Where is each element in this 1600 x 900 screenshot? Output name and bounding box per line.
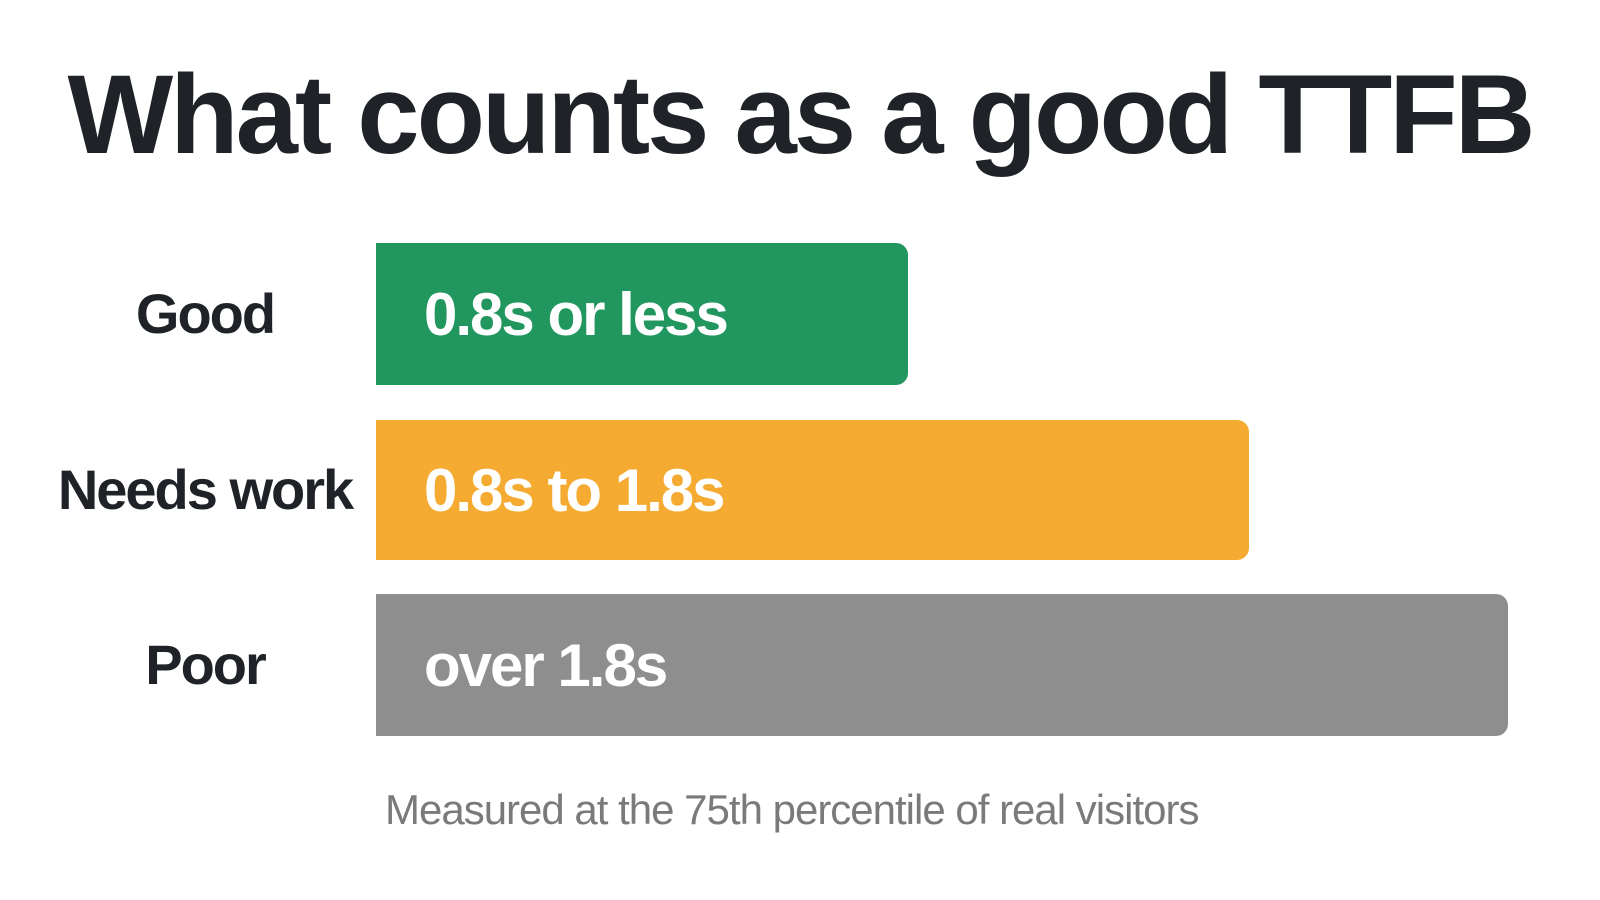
bar-text: 0.8s to 1.8s <box>424 456 726 524</box>
row-label: Good <box>135 282 276 345</box>
bar: over 1.8s <box>376 594 1508 736</box>
bar-text: over 1.8s <box>424 631 668 699</box>
bar-text: 0.8s or less <box>424 280 729 348</box>
row-label: Poor <box>145 633 267 696</box>
title: What counts as a good TTFB <box>67 52 1535 177</box>
row-label: Needs work <box>57 458 354 521</box>
bar: 0.8s or less <box>376 243 908 385</box>
footnote: Measured at the 75th percentile of real … <box>385 786 1199 833</box>
bar: 0.8s to 1.8s <box>376 420 1249 560</box>
